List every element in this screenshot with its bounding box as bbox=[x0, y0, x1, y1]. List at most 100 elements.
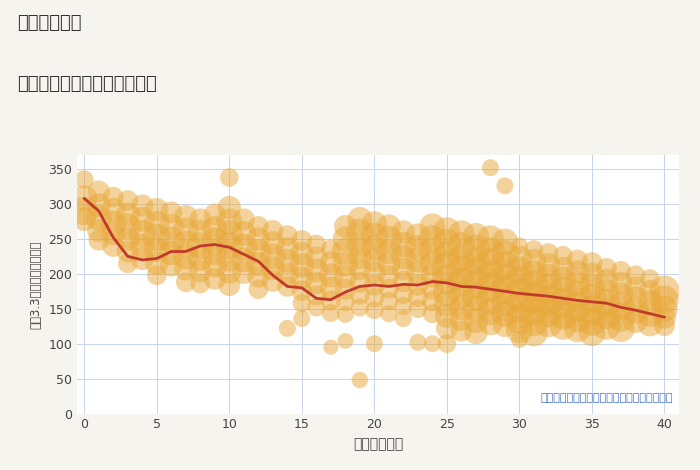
Point bbox=[209, 225, 220, 232]
Point bbox=[427, 248, 438, 255]
Point bbox=[456, 242, 467, 250]
Point bbox=[499, 262, 510, 269]
Point bbox=[456, 229, 467, 237]
Point bbox=[572, 268, 583, 275]
Point bbox=[311, 292, 322, 299]
Point bbox=[238, 243, 249, 251]
Point bbox=[108, 193, 119, 201]
Point bbox=[238, 256, 249, 264]
Point bbox=[311, 266, 322, 274]
Point bbox=[369, 244, 380, 252]
Point bbox=[441, 288, 452, 296]
Point bbox=[369, 256, 380, 264]
Point bbox=[615, 313, 626, 321]
Point bbox=[572, 314, 583, 321]
Point bbox=[645, 275, 656, 282]
Point bbox=[441, 300, 452, 308]
Point bbox=[456, 279, 467, 286]
Point bbox=[384, 235, 395, 243]
Point bbox=[470, 232, 482, 240]
Point bbox=[470, 245, 482, 252]
Point bbox=[166, 209, 177, 216]
Point bbox=[151, 206, 162, 213]
Point bbox=[412, 232, 423, 239]
Point bbox=[587, 282, 598, 290]
Point bbox=[267, 239, 279, 247]
Point bbox=[615, 291, 626, 298]
Point bbox=[136, 229, 148, 237]
Point bbox=[456, 304, 467, 311]
Point bbox=[470, 269, 482, 276]
Point bbox=[514, 336, 525, 343]
Point bbox=[427, 285, 438, 292]
Point bbox=[108, 229, 119, 237]
Point bbox=[557, 252, 568, 259]
Point bbox=[281, 232, 293, 239]
Point bbox=[615, 325, 626, 332]
Point bbox=[456, 315, 467, 323]
Point bbox=[615, 279, 626, 287]
Point bbox=[514, 242, 525, 250]
Point bbox=[354, 216, 365, 223]
Point bbox=[354, 253, 365, 261]
Point bbox=[296, 262, 307, 269]
Point bbox=[572, 279, 583, 287]
Point bbox=[354, 304, 365, 311]
Point bbox=[93, 202, 104, 209]
Point bbox=[499, 285, 510, 293]
Point bbox=[281, 325, 293, 332]
Text: 円の大きさは、取引のあった物件面積を示す: 円の大きさは、取引のあった物件面積を示す bbox=[540, 393, 673, 403]
Point bbox=[384, 285, 395, 292]
Point bbox=[485, 272, 496, 279]
Point bbox=[659, 322, 670, 329]
Point bbox=[108, 242, 119, 250]
Point bbox=[296, 299, 307, 307]
Point bbox=[340, 337, 351, 345]
X-axis label: 築年数（年）: 築年数（年） bbox=[353, 437, 403, 451]
Point bbox=[427, 310, 438, 317]
Point bbox=[572, 303, 583, 311]
Point bbox=[93, 188, 104, 195]
Point bbox=[587, 271, 598, 278]
Point bbox=[296, 315, 307, 322]
Point bbox=[601, 288, 612, 295]
Point bbox=[630, 283, 641, 291]
Point bbox=[369, 294, 380, 301]
Point bbox=[166, 249, 177, 257]
Point bbox=[369, 269, 380, 276]
Point bbox=[281, 258, 293, 265]
Point bbox=[441, 251, 452, 259]
Point bbox=[180, 227, 191, 235]
Point bbox=[340, 223, 351, 230]
Point bbox=[587, 329, 598, 337]
Point bbox=[354, 228, 365, 236]
Point bbox=[528, 270, 540, 278]
Point bbox=[427, 235, 438, 243]
Point bbox=[326, 246, 337, 253]
Point bbox=[587, 259, 598, 266]
Point bbox=[384, 259, 395, 267]
Point bbox=[542, 273, 554, 281]
Point bbox=[499, 238, 510, 245]
Point bbox=[528, 329, 540, 337]
Point bbox=[514, 303, 525, 311]
Point bbox=[311, 254, 322, 262]
Point bbox=[528, 246, 540, 253]
Point bbox=[166, 223, 177, 230]
Point bbox=[542, 261, 554, 268]
Point bbox=[441, 263, 452, 271]
Point bbox=[209, 275, 220, 282]
Point bbox=[311, 279, 322, 287]
Point bbox=[528, 258, 540, 265]
Point bbox=[122, 259, 134, 267]
Point bbox=[224, 204, 235, 211]
Point bbox=[224, 242, 235, 250]
Point bbox=[136, 242, 148, 250]
Point bbox=[267, 253, 279, 260]
Text: 東京都成増駅: 東京都成増駅 bbox=[18, 14, 82, 32]
Point bbox=[384, 310, 395, 317]
Point bbox=[384, 248, 395, 255]
Point bbox=[470, 317, 482, 324]
Point bbox=[267, 277, 279, 285]
Point bbox=[296, 236, 307, 244]
